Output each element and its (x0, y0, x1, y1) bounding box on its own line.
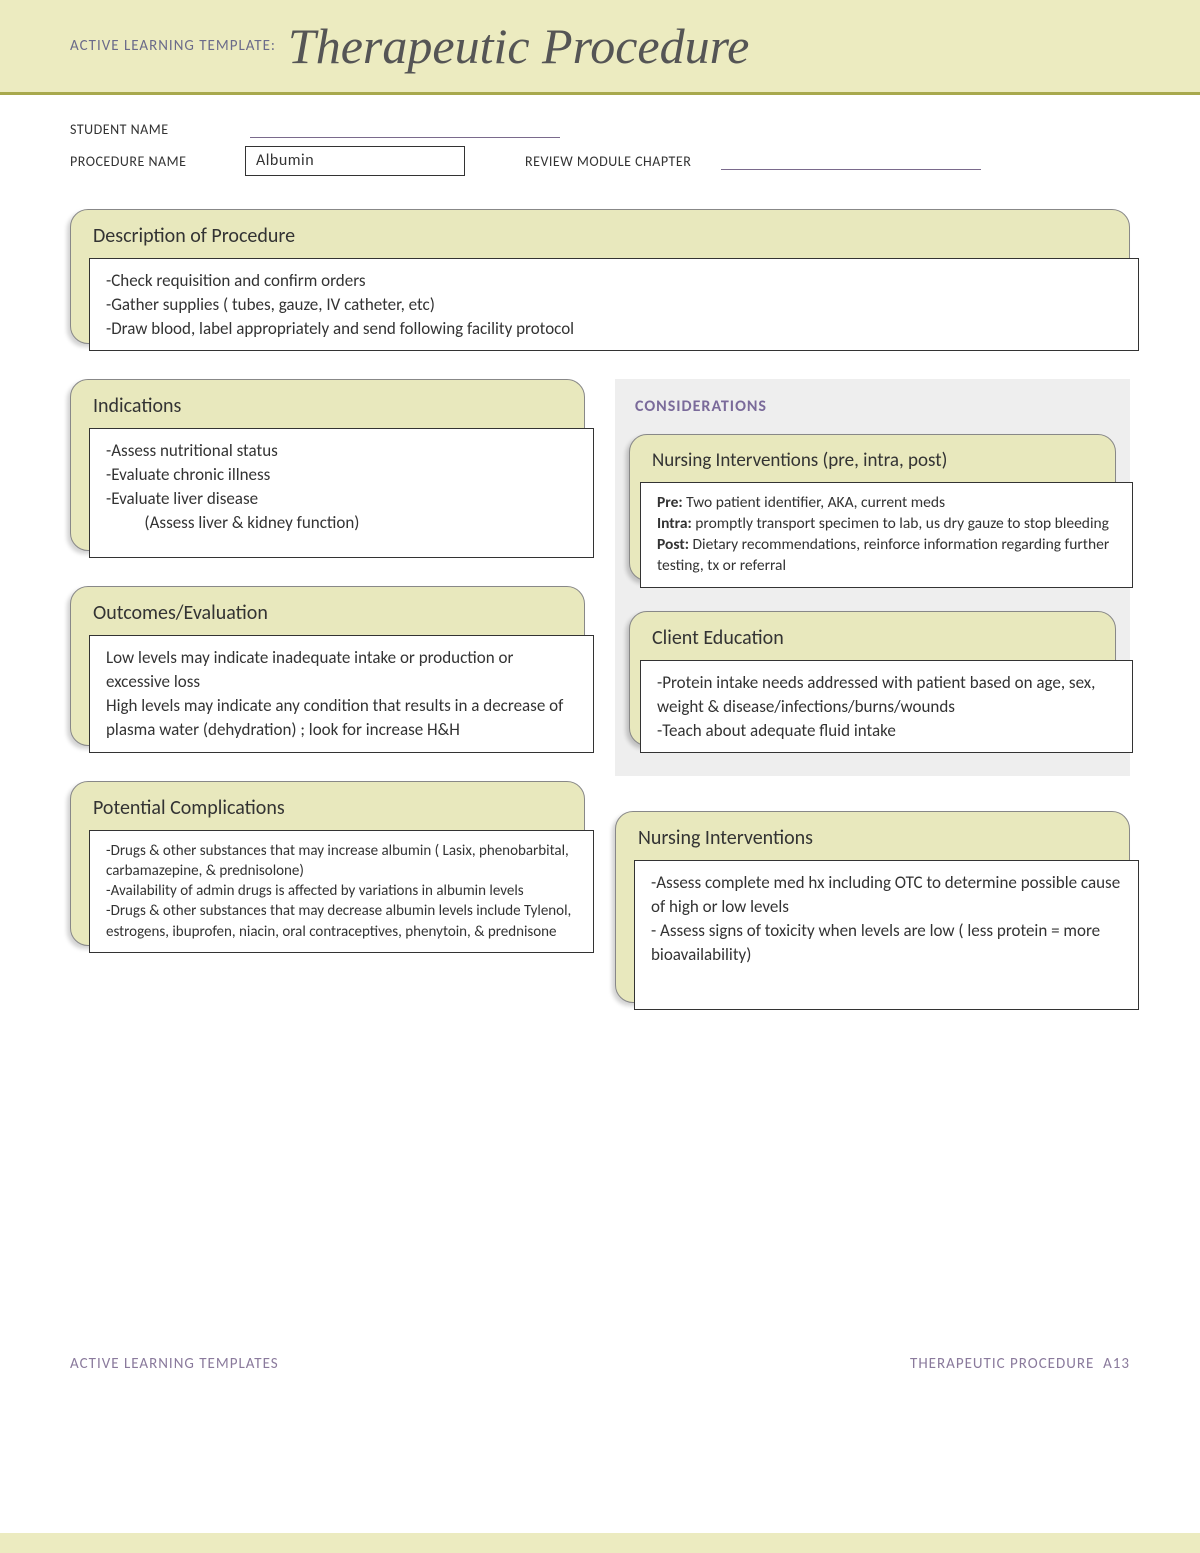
post-label: Post: (657, 535, 689, 554)
content-area: Description of Procedure -Check requisit… (0, 194, 1200, 1038)
nursing2-title: Nursing Interventions (616, 812, 1129, 860)
procedure-name-label: PROCEDURE NAME (70, 153, 250, 170)
outcomes-card: Outcomes/Evaluation Low levels may indic… (70, 586, 585, 745)
nursing-pre-title: Nursing Interventions (pre, intra, post) (630, 435, 1115, 482)
footer-left: ACTIVE LEARNING TEMPLATES (70, 1355, 279, 1373)
description-card: Description of Procedure -Check requisit… (70, 209, 1130, 344)
student-name-field[interactable] (250, 120, 560, 138)
indications-card: Indications -Assess nutritional status -… (70, 379, 585, 551)
meta-section: STUDENT NAME PROCEDURE NAME Albumin REVI… (0, 95, 1200, 194)
desc-line: -Check requisition and confirm orders (106, 269, 1122, 293)
complications-card: Potential Complications -Drugs & other s… (70, 781, 585, 946)
ind-line: -Evaluate chronic illness (106, 463, 577, 487)
nursing2-card: Nursing Interventions -Assess complete m… (615, 811, 1130, 1003)
desc-line: -Draw blood, label appropriately and sen… (106, 317, 1122, 341)
indications-title: Indications (71, 380, 584, 428)
header-banner: ACTIVE LEARNING TEMPLATE: Therapeutic Pr… (0, 0, 1200, 95)
complications-body: -Drugs & other substances that may incre… (89, 830, 594, 953)
considerations-label: CONSIDERATIONS (629, 397, 1116, 416)
review-module-label: REVIEW MODULE CHAPTER (525, 153, 691, 170)
considerations-panel: CONSIDERATIONS Nursing Interventions (pr… (615, 379, 1130, 776)
education-card: Client Education -Protein intake needs a… (629, 611, 1116, 746)
description-body: -Check requisition and confirm orders -G… (89, 258, 1139, 351)
footer-right: THERAPEUTIC PROCEDURE A13 (910, 1355, 1130, 1373)
procedure-name-field[interactable]: Albumin (245, 146, 465, 176)
ind-line: (Assess liver & kidney function) (106, 511, 577, 535)
pre-text: Two patient identifier, AKA, current med… (683, 493, 945, 512)
outcomes-title: Outcomes/Evaluation (71, 587, 584, 635)
outcomes-body: Low levels may indicate inadequate intak… (89, 635, 594, 752)
pre-label: Pre: (657, 493, 683, 512)
nursing-pre-card: Nursing Interventions (pre, intra, post)… (629, 434, 1116, 581)
page-footer: ACTIVE LEARNING TEMPLATES THERAPEUTIC PR… (70, 1355, 1130, 1373)
review-module-field[interactable] (721, 152, 981, 170)
intra-text: promptly transport specimen to lab, us d… (692, 514, 1109, 533)
intra-label: Intra: (657, 514, 692, 533)
desc-line: -Gather supplies ( tubes, gauze, IV cath… (106, 293, 1122, 317)
bottom-strip (0, 1533, 1200, 1553)
description-title: Description of Procedure (71, 210, 1129, 258)
ind-line: -Evaluate liver disease (106, 487, 577, 511)
ind-line: -Assess nutritional status (106, 439, 577, 463)
education-body: -Protein intake needs addressed with pat… (640, 660, 1133, 753)
complications-title: Potential Complications (71, 782, 584, 830)
banner-title: Therapeutic Procedure (288, 17, 749, 75)
student-name-label: STUDENT NAME (70, 121, 250, 138)
post-text: Dietary recommendations, reinforce infor… (657, 535, 1109, 575)
indications-body: -Assess nutritional status -Evaluate chr… (89, 428, 594, 558)
nursing2-body: -Assess complete med hx including OTC to… (634, 860, 1139, 1010)
banner-prefix: ACTIVE LEARNING TEMPLATE: (70, 37, 276, 55)
nursing-pre-body: Pre: Two patient identifier, AKA, curren… (640, 482, 1133, 588)
education-title: Client Education (630, 612, 1115, 660)
